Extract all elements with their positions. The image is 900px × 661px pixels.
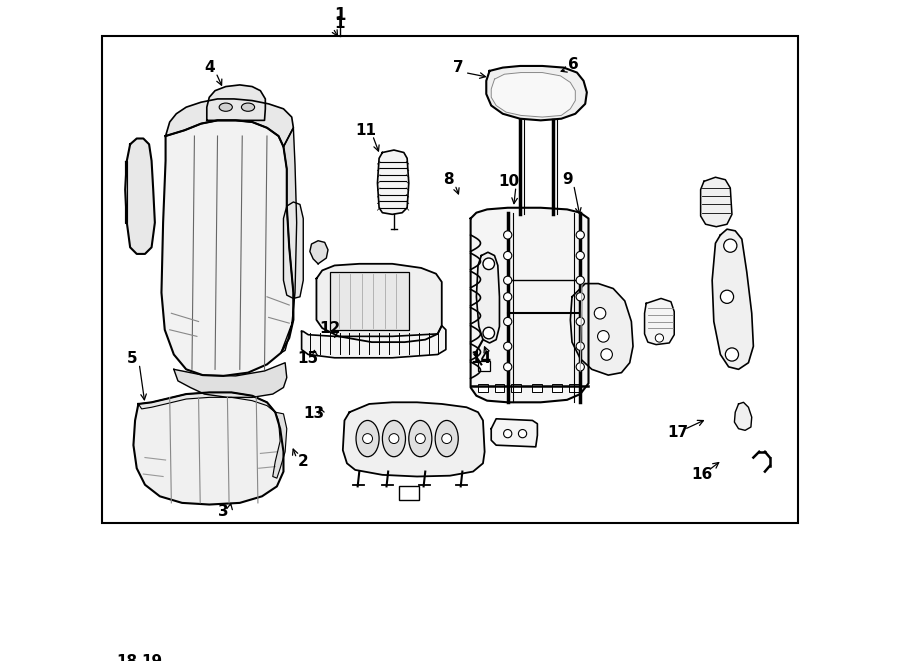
Polygon shape [302, 326, 446, 358]
Polygon shape [284, 202, 303, 298]
Polygon shape [644, 298, 674, 344]
Text: 9: 9 [562, 173, 572, 187]
Text: 17: 17 [667, 425, 688, 440]
Polygon shape [166, 99, 293, 147]
Polygon shape [310, 241, 328, 264]
Circle shape [576, 251, 584, 260]
Text: 12: 12 [319, 321, 340, 336]
Bar [102, 36, 798, 523]
Polygon shape [273, 412, 287, 478]
Bar [399, 486, 418, 500]
Ellipse shape [382, 420, 406, 457]
Polygon shape [712, 229, 753, 369]
Text: 16: 16 [691, 467, 712, 481]
Text: 14: 14 [471, 351, 492, 366]
Polygon shape [139, 393, 275, 412]
Circle shape [442, 434, 452, 444]
Text: 2: 2 [298, 454, 309, 469]
Text: 11: 11 [356, 123, 376, 137]
Ellipse shape [241, 103, 255, 111]
Bar [494, 384, 504, 393]
Text: 1: 1 [334, 16, 345, 30]
Polygon shape [317, 264, 442, 342]
Polygon shape [281, 128, 297, 353]
Circle shape [483, 258, 494, 270]
Bar [532, 384, 542, 393]
Text: 7: 7 [453, 60, 464, 75]
Polygon shape [476, 253, 500, 343]
Bar [553, 384, 562, 393]
Text: 3: 3 [218, 504, 229, 519]
Circle shape [518, 430, 526, 438]
Ellipse shape [436, 420, 458, 457]
Polygon shape [207, 85, 266, 120]
Circle shape [504, 342, 512, 350]
Bar [478, 361, 490, 371]
Circle shape [594, 307, 606, 319]
Circle shape [576, 293, 584, 301]
Polygon shape [700, 177, 732, 227]
Text: 18: 18 [116, 654, 138, 661]
Bar [330, 272, 409, 330]
Text: 8: 8 [443, 173, 454, 187]
Circle shape [504, 293, 512, 301]
Polygon shape [174, 363, 287, 397]
Polygon shape [491, 73, 575, 117]
Circle shape [363, 434, 373, 444]
Circle shape [416, 434, 426, 444]
Circle shape [576, 276, 584, 284]
Circle shape [504, 276, 512, 284]
Polygon shape [125, 139, 155, 254]
Circle shape [655, 334, 663, 342]
Text: 13: 13 [303, 407, 325, 421]
Text: 5: 5 [127, 351, 138, 366]
Polygon shape [471, 208, 589, 403]
Polygon shape [486, 66, 587, 120]
Circle shape [576, 317, 584, 326]
Text: 15: 15 [298, 351, 319, 366]
Text: 6: 6 [568, 57, 579, 72]
Circle shape [504, 251, 512, 260]
Bar [511, 384, 521, 393]
Ellipse shape [409, 420, 432, 457]
Polygon shape [571, 284, 633, 375]
Text: 1: 1 [334, 6, 346, 24]
Circle shape [483, 327, 494, 339]
Circle shape [389, 434, 399, 444]
Polygon shape [343, 403, 484, 477]
Polygon shape [491, 419, 537, 447]
Ellipse shape [356, 420, 379, 457]
Circle shape [576, 231, 584, 239]
Circle shape [598, 330, 609, 342]
Circle shape [504, 430, 512, 438]
Polygon shape [161, 120, 293, 376]
Text: 19: 19 [141, 654, 162, 661]
Circle shape [724, 239, 737, 253]
Polygon shape [734, 403, 752, 430]
Circle shape [576, 363, 584, 371]
Polygon shape [133, 393, 284, 504]
Circle shape [504, 231, 512, 239]
Ellipse shape [220, 103, 232, 111]
Circle shape [504, 363, 512, 371]
Circle shape [601, 349, 612, 360]
Bar [478, 384, 488, 393]
Circle shape [576, 342, 584, 350]
Circle shape [725, 348, 739, 361]
Text: 4: 4 [204, 60, 214, 75]
Polygon shape [377, 150, 409, 214]
Text: 10: 10 [499, 174, 520, 189]
Circle shape [504, 317, 512, 326]
Circle shape [720, 290, 733, 303]
Bar [569, 384, 579, 393]
Polygon shape [125, 161, 127, 223]
